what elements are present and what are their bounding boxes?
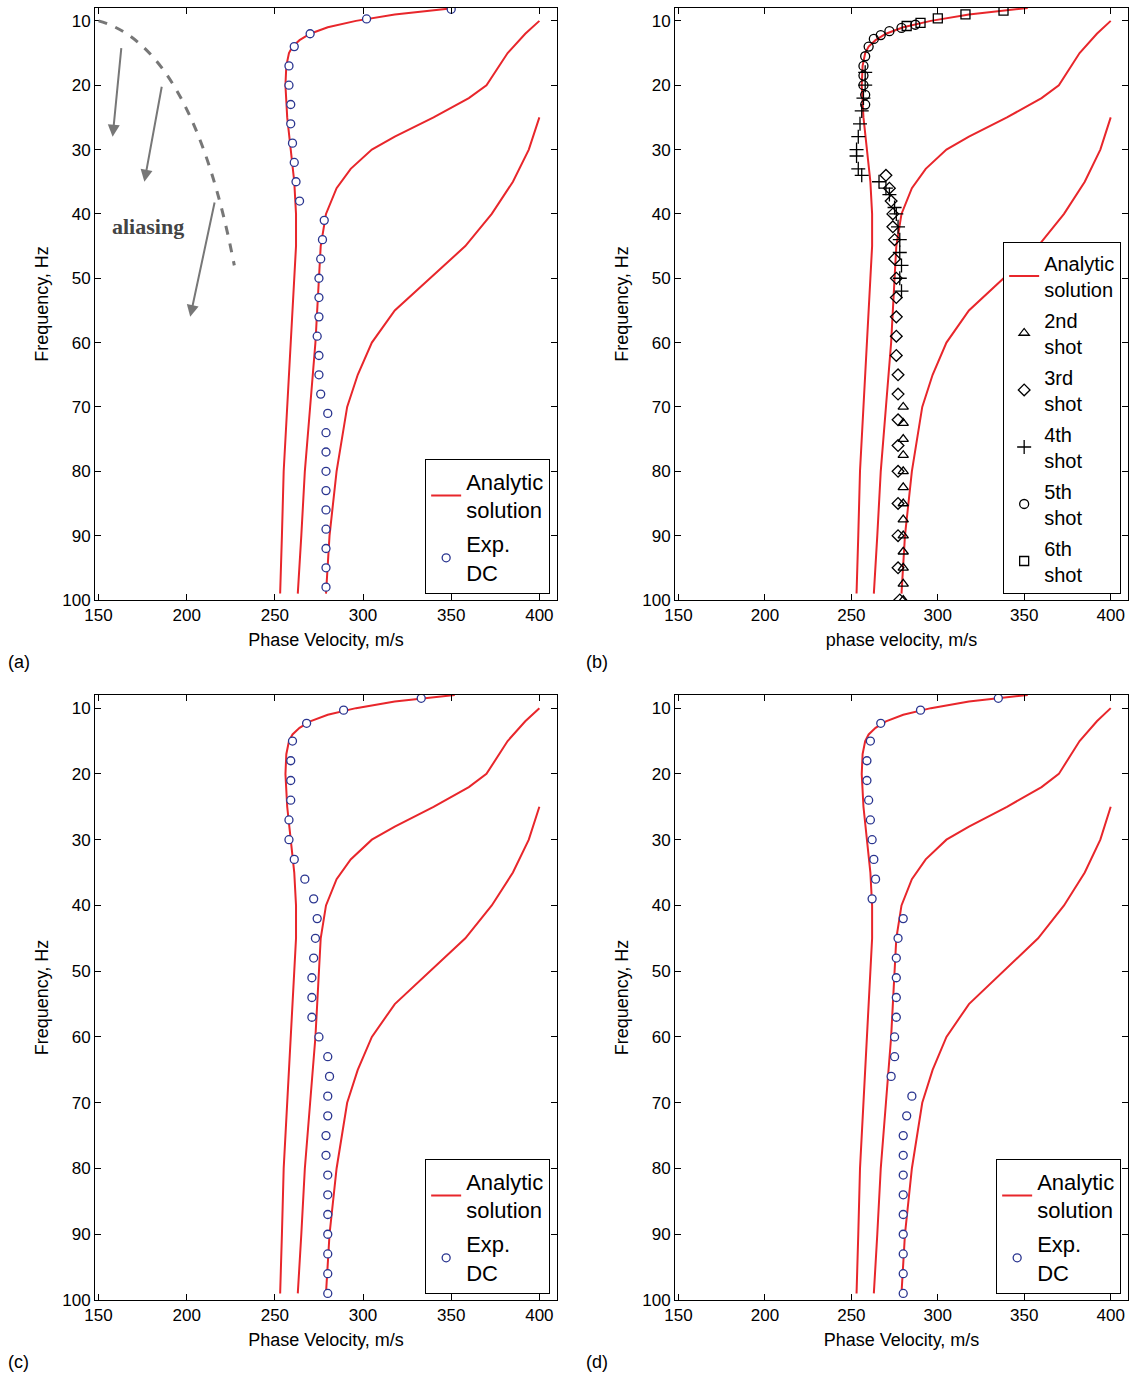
svg-text:30: 30 xyxy=(72,831,91,850)
svg-text:Analyticsolution: Analyticsolution xyxy=(466,1170,543,1224)
svg-text:400: 400 xyxy=(1097,606,1125,625)
svg-text:50: 50 xyxy=(72,269,91,288)
svg-text:350: 350 xyxy=(437,1306,465,1325)
svg-text:4thshot: 4thshot xyxy=(1044,424,1082,472)
svg-text:100: 100 xyxy=(642,1291,670,1310)
svg-text:70: 70 xyxy=(652,1094,671,1113)
svg-text:(d): (d) xyxy=(586,1352,608,1372)
svg-text:5thshot: 5thshot xyxy=(1044,481,1082,529)
svg-text:20: 20 xyxy=(652,765,671,784)
svg-text:Exp.DC: Exp.DC xyxy=(466,1232,510,1286)
svg-text:90: 90 xyxy=(72,527,91,546)
svg-text:Frequency, Hz: Frequency, Hz xyxy=(32,246,52,362)
svg-text:60: 60 xyxy=(652,334,671,353)
svg-text:90: 90 xyxy=(72,1225,91,1244)
svg-text:250: 250 xyxy=(261,1306,289,1325)
svg-text:60: 60 xyxy=(72,1028,91,1047)
svg-text:Analyticsolution: Analyticsolution xyxy=(1044,253,1114,301)
svg-text:(a): (a) xyxy=(8,652,30,672)
svg-text:20: 20 xyxy=(72,76,91,95)
svg-text:70: 70 xyxy=(72,398,91,417)
svg-text:80: 80 xyxy=(72,462,91,481)
svg-text:50: 50 xyxy=(652,962,671,981)
svg-text:250: 250 xyxy=(837,606,865,625)
svg-text:Frequency, Hz: Frequency, Hz xyxy=(32,940,52,1056)
svg-text:50: 50 xyxy=(652,269,671,288)
svg-text:40: 40 xyxy=(652,205,671,224)
svg-text:40: 40 xyxy=(652,896,671,915)
svg-text:350: 350 xyxy=(437,606,465,625)
svg-text:aliasing: aliasing xyxy=(112,214,184,239)
svg-text:300: 300 xyxy=(349,606,377,625)
svg-text:Phase Velocity, m/s: Phase Velocity, m/s xyxy=(824,1330,980,1350)
svg-text:Frequency, Hz: Frequency, Hz xyxy=(612,246,632,362)
svg-text:20: 20 xyxy=(652,76,671,95)
svg-text:3rdshot: 3rdshot xyxy=(1044,367,1082,415)
svg-text:200: 200 xyxy=(751,606,779,625)
svg-text:300: 300 xyxy=(924,1306,952,1325)
svg-text:6thshot: 6thshot xyxy=(1044,538,1082,586)
svg-text:40: 40 xyxy=(72,205,91,224)
svg-text:350: 350 xyxy=(1010,606,1038,625)
svg-text:100: 100 xyxy=(642,591,670,610)
svg-text:200: 200 xyxy=(751,1306,779,1325)
svg-text:300: 300 xyxy=(924,606,952,625)
svg-text:150: 150 xyxy=(664,1306,692,1325)
svg-text:60: 60 xyxy=(72,334,91,353)
svg-text:10: 10 xyxy=(652,12,671,31)
svg-text:150: 150 xyxy=(664,606,692,625)
svg-text:Phase Velocity, m/s: Phase Velocity, m/s xyxy=(248,630,404,650)
svg-text:300: 300 xyxy=(349,1306,377,1325)
svg-text:70: 70 xyxy=(652,398,671,417)
svg-text:10: 10 xyxy=(72,12,91,31)
svg-text:80: 80 xyxy=(652,462,671,481)
svg-text:350: 350 xyxy=(1010,1306,1038,1325)
svg-text:Frequency, Hz: Frequency, Hz xyxy=(612,940,632,1056)
svg-text:Analyticsolution: Analyticsolution xyxy=(1037,1170,1114,1224)
svg-text:phase velocity, m/s: phase velocity, m/s xyxy=(826,630,978,650)
svg-text:200: 200 xyxy=(173,606,201,625)
svg-text:Analyticsolution: Analyticsolution xyxy=(466,470,543,524)
svg-text:2ndshot: 2ndshot xyxy=(1044,310,1082,358)
svg-text:150: 150 xyxy=(84,1306,112,1325)
svg-text:40: 40 xyxy=(72,896,91,915)
svg-text:400: 400 xyxy=(525,606,553,625)
svg-text:400: 400 xyxy=(525,1306,553,1325)
svg-text:60: 60 xyxy=(652,1028,671,1047)
svg-text:90: 90 xyxy=(652,1225,671,1244)
svg-text:400: 400 xyxy=(1097,1306,1125,1325)
svg-text:100: 100 xyxy=(62,591,90,610)
svg-text:10: 10 xyxy=(652,699,671,718)
svg-text:Phase Velocity, m/s: Phase Velocity, m/s xyxy=(248,1330,404,1350)
svg-text:90: 90 xyxy=(652,527,671,546)
svg-text:50: 50 xyxy=(72,962,91,981)
svg-text:80: 80 xyxy=(652,1159,671,1178)
svg-text:70: 70 xyxy=(72,1094,91,1113)
svg-text:Exp.DC: Exp.DC xyxy=(466,532,510,586)
svg-text:(b): (b) xyxy=(586,652,608,672)
svg-text:200: 200 xyxy=(173,1306,201,1325)
svg-text:30: 30 xyxy=(652,831,671,850)
svg-text:100: 100 xyxy=(62,1291,90,1310)
svg-text:20: 20 xyxy=(72,765,91,784)
svg-text:30: 30 xyxy=(72,141,91,160)
svg-text:30: 30 xyxy=(652,141,671,160)
svg-text:10: 10 xyxy=(72,699,91,718)
svg-text:(c): (c) xyxy=(8,1352,29,1372)
svg-text:150: 150 xyxy=(84,606,112,625)
svg-text:Exp.DC: Exp.DC xyxy=(1037,1232,1081,1286)
svg-text:250: 250 xyxy=(261,606,289,625)
svg-text:250: 250 xyxy=(837,1306,865,1325)
svg-text:80: 80 xyxy=(72,1159,91,1178)
